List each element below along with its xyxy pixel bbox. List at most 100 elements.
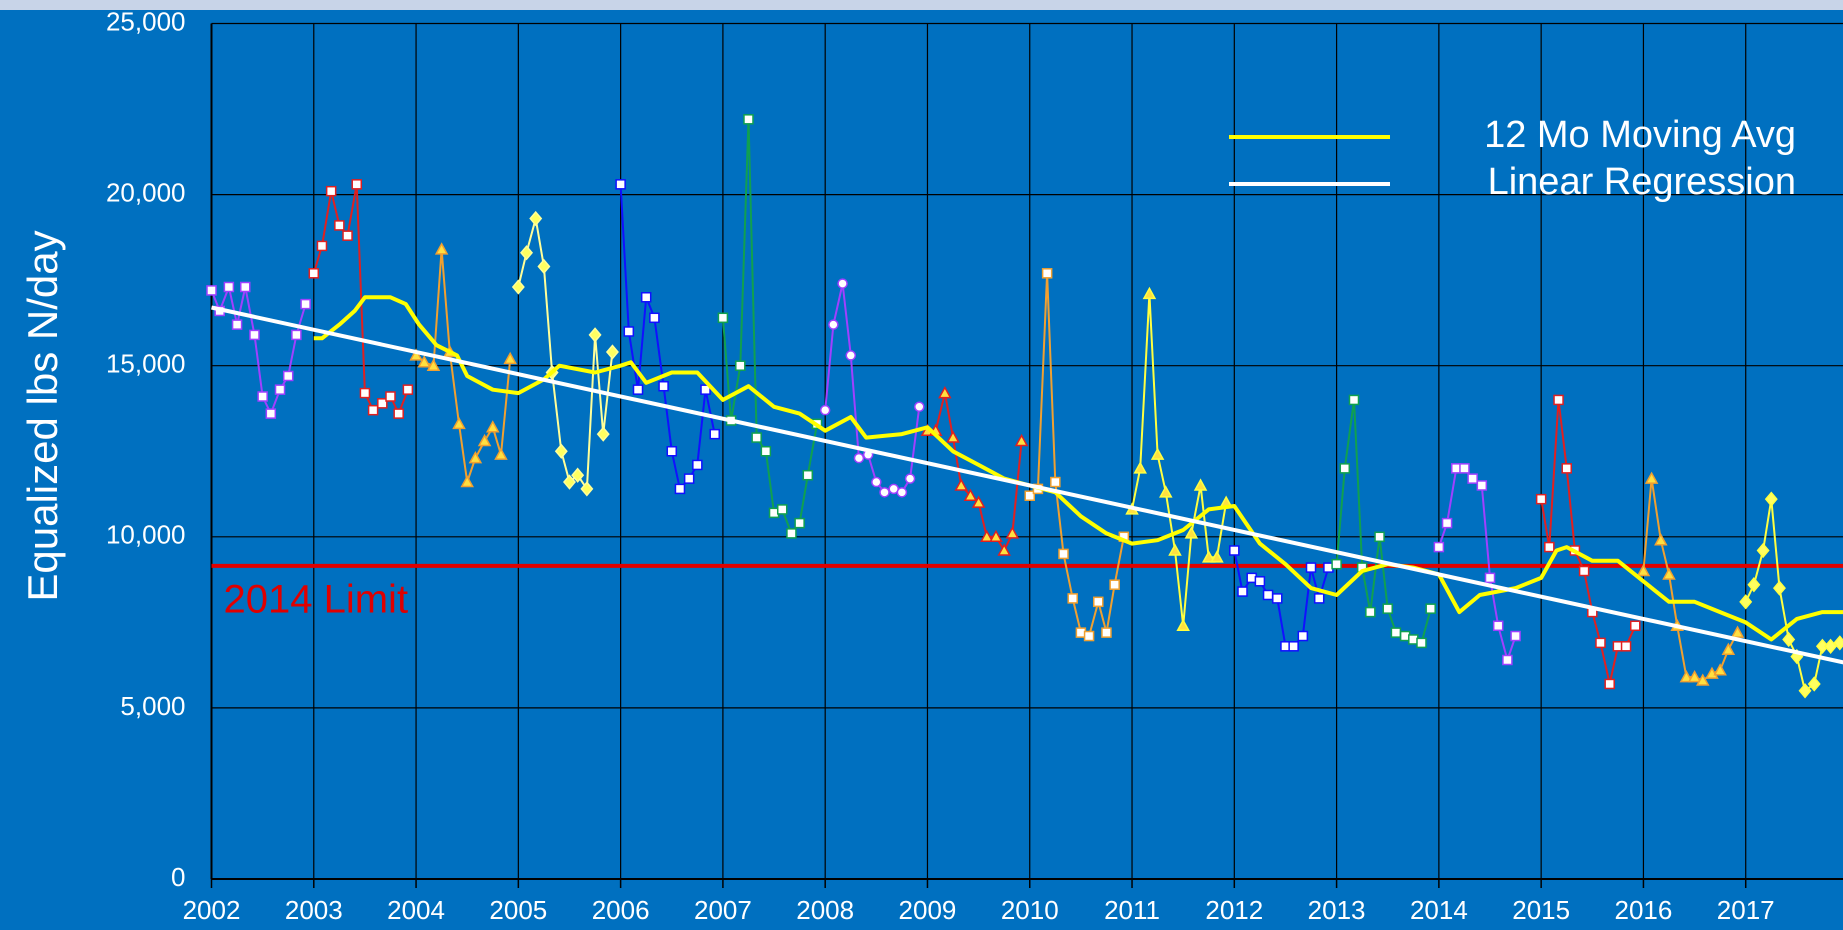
x-tick-label: 2004 (387, 895, 445, 925)
marker (615, 179, 626, 190)
marker (223, 281, 235, 293)
marker (640, 292, 652, 303)
marker (1441, 517, 1453, 529)
y-tick-label: 25,000 (106, 6, 186, 36)
marker (735, 360, 746, 371)
marker (1382, 603, 1393, 614)
marker (879, 487, 890, 498)
marker (1348, 394, 1360, 406)
marker (1390, 627, 1402, 638)
marker (1425, 603, 1436, 614)
marker (997, 543, 1011, 556)
marker (1824, 638, 1838, 654)
marker (1459, 463, 1470, 474)
marker (1484, 572, 1496, 584)
marker (954, 478, 968, 491)
marker (692, 459, 703, 471)
marker (1502, 654, 1513, 666)
marker (385, 391, 396, 402)
marker (393, 408, 404, 419)
marker (709, 428, 720, 440)
marker (1272, 593, 1283, 604)
marker (1067, 593, 1078, 604)
marker (452, 416, 466, 430)
marker (717, 312, 729, 324)
x-tick-label: 2017 (1717, 895, 1775, 925)
marker (1201, 550, 1216, 563)
marker (291, 329, 302, 341)
marker (1050, 476, 1061, 488)
marker (632, 384, 644, 395)
marker (417, 355, 432, 368)
marker (623, 326, 635, 337)
y-tick-label: 10,000 (106, 520, 186, 550)
x-tick-label: 2005 (489, 895, 547, 925)
marker (605, 344, 619, 360)
marker (282, 370, 294, 382)
marker (1024, 490, 1035, 501)
marker (904, 473, 916, 484)
marker (1644, 471, 1659, 484)
marker (666, 446, 678, 457)
y-tick-label: 20,000 (106, 177, 186, 207)
marker (1433, 541, 1445, 553)
marker (786, 528, 797, 539)
marker (1561, 463, 1572, 474)
marker (377, 398, 388, 409)
marker (837, 278, 848, 289)
marker (658, 380, 669, 392)
marker (367, 404, 379, 416)
legend-label: 12 Mo Moving Avg (1484, 114, 1796, 156)
marker (1210, 550, 1224, 563)
marker (1807, 676, 1821, 692)
marker (503, 351, 517, 365)
marker (1331, 558, 1342, 570)
x-tick-label: 2010 (1001, 895, 1059, 925)
marker (1721, 642, 1736, 655)
marker (802, 469, 814, 481)
marker (649, 312, 660, 324)
x-tick-label: 2011 (1104, 895, 1160, 925)
marker (1747, 577, 1761, 593)
marker (980, 529, 994, 543)
marker (1058, 548, 1069, 560)
marker (308, 268, 320, 279)
marker (1756, 542, 1770, 559)
marker (1782, 631, 1796, 648)
marker (265, 408, 277, 419)
marker (1109, 579, 1120, 590)
marker (1288, 641, 1299, 652)
marker (828, 319, 839, 330)
marker (700, 384, 711, 395)
marker (1093, 596, 1104, 608)
marker (1041, 268, 1053, 279)
y-tick-label: 5,000 (120, 691, 185, 721)
marker (1578, 565, 1590, 577)
y-axis-label: Equalized lbs N/day (19, 230, 66, 601)
x-tick-label: 2016 (1615, 895, 1673, 925)
marker (1374, 531, 1385, 543)
x-tick-label: 2006 (592, 895, 650, 925)
x-tick-label: 2003 (285, 895, 343, 925)
x-tick-label: 2009 (899, 895, 957, 925)
marker (494, 447, 508, 460)
marker (1730, 625, 1745, 638)
marker (1159, 485, 1173, 498)
marker (989, 529, 1003, 543)
marker (477, 433, 492, 447)
reference-label: 2014 Limit (224, 577, 409, 621)
marker (946, 430, 960, 443)
marker (240, 281, 251, 293)
marker (359, 387, 371, 399)
marker (674, 483, 686, 495)
series-line (1029, 272, 1125, 637)
marker (1184, 526, 1199, 539)
marker (1492, 620, 1504, 632)
marker (1083, 630, 1095, 642)
marker (554, 443, 568, 459)
marker (402, 384, 414, 395)
marker (1262, 589, 1274, 601)
